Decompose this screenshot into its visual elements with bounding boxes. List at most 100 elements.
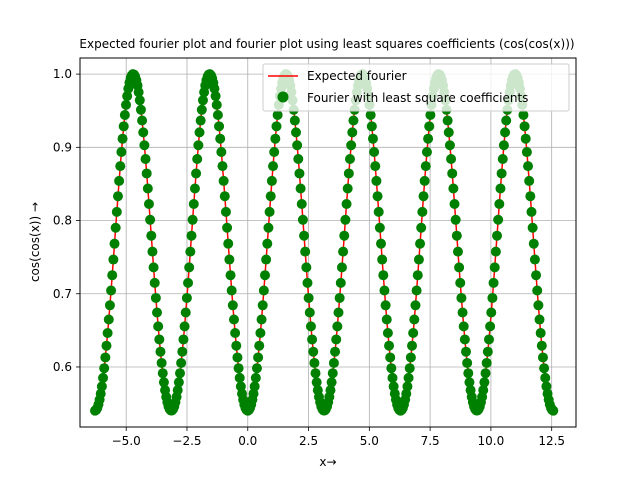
series-point-least-squares xyxy=(183,277,194,288)
series-point-least-squares xyxy=(452,246,463,257)
series-point-least-squares xyxy=(449,199,460,210)
series-point-least-squares xyxy=(325,385,336,396)
series-point-least-squares xyxy=(343,168,354,179)
series-point-least-squares xyxy=(487,292,498,303)
series-point-least-squares xyxy=(178,334,189,345)
series-point-least-squares xyxy=(521,147,532,158)
series-point-least-squares xyxy=(197,95,208,106)
series-point-least-squares xyxy=(102,328,113,339)
series-point-least-squares xyxy=(442,115,453,126)
series-point-least-squares xyxy=(254,340,265,351)
series-point-least-squares xyxy=(116,147,127,158)
series-point-least-squares xyxy=(268,161,279,172)
series-point-least-squares xyxy=(189,183,200,194)
series-point-least-squares xyxy=(139,140,150,151)
series-point-least-squares xyxy=(385,352,396,363)
series-point-least-squares xyxy=(110,222,121,233)
series-point-least-squares xyxy=(301,262,312,273)
series-point-least-squares xyxy=(367,133,378,144)
x-tick-label: 0.0 xyxy=(238,434,257,448)
series-point-least-squares xyxy=(179,321,190,332)
series-point-least-squares xyxy=(411,285,422,296)
series-point-least-squares xyxy=(424,121,435,132)
series-point-least-squares xyxy=(456,292,467,303)
series-point-least-squares xyxy=(108,254,119,265)
x-tick-label: 2.5 xyxy=(299,434,318,448)
series-point-least-squares xyxy=(533,300,544,311)
series-point-least-squares xyxy=(376,238,387,249)
series-point-least-squares xyxy=(331,334,342,345)
series-point-least-squares xyxy=(107,270,118,281)
series-point-least-squares xyxy=(135,104,146,115)
series-point-least-squares xyxy=(180,307,191,318)
y-tick-label: 0.7 xyxy=(53,287,72,301)
series-point-least-squares xyxy=(265,191,276,202)
series-point-least-squares xyxy=(149,277,160,288)
legend-entry-expected: Expected fourier xyxy=(307,69,407,83)
series-point-least-squares xyxy=(172,385,183,396)
series-point-least-squares xyxy=(186,230,197,241)
series-point-least-squares xyxy=(407,340,418,351)
series-point-least-squares xyxy=(347,127,358,138)
series-point-least-squares xyxy=(416,222,427,233)
series-point-least-squares xyxy=(226,285,237,296)
series-point-least-squares xyxy=(215,133,226,144)
series-point-least-squares xyxy=(373,206,384,217)
series-point-least-squares xyxy=(532,285,543,296)
legend-entry-least-squares: Fourier with least square coefficients xyxy=(307,91,528,105)
series-point-least-squares xyxy=(211,99,222,110)
series-point-least-squares xyxy=(224,254,235,265)
series-point-least-squares xyxy=(519,121,530,132)
series-point-least-squares xyxy=(227,300,238,311)
series-point-least-squares xyxy=(100,352,111,363)
series-point-least-squares xyxy=(222,222,233,233)
series-point-least-squares xyxy=(307,334,318,345)
series-point-least-squares xyxy=(297,214,308,225)
series-point-least-squares xyxy=(451,230,462,241)
series-point-least-squares xyxy=(409,314,420,325)
series-point-least-squares xyxy=(311,377,322,388)
series-point-least-squares xyxy=(255,328,266,339)
series-point-least-squares xyxy=(488,277,499,288)
series-point-least-squares xyxy=(386,363,397,374)
series-point-least-squares xyxy=(156,357,167,368)
series-point-least-squares xyxy=(150,292,161,303)
series-point-least-squares xyxy=(292,140,303,151)
series-point-least-squares xyxy=(443,127,454,138)
series-point-least-squares xyxy=(464,377,475,388)
series-point-least-squares xyxy=(415,238,426,249)
series-point-least-squares xyxy=(185,246,196,257)
series-point-least-squares xyxy=(308,346,319,357)
series-point-least-squares xyxy=(528,238,539,249)
series-point-least-squares xyxy=(304,307,315,318)
series-point-least-squares xyxy=(115,161,126,172)
y-axis: 0.6 0.7 0.8 0.9 1.0 xyxy=(53,67,80,374)
series-point-least-squares xyxy=(480,368,491,379)
series-point-least-squares xyxy=(195,115,206,126)
series-point-least-squares xyxy=(209,83,220,94)
series-point-least-squares xyxy=(112,191,123,202)
y-axis-label: cos(cos(x)) → xyxy=(28,202,42,282)
series-point-least-squares xyxy=(328,357,339,368)
series-point-least-squares xyxy=(374,222,385,233)
series-point-least-squares xyxy=(293,153,304,164)
series-point-least-squares xyxy=(419,175,430,186)
series-point-least-squares xyxy=(177,346,188,357)
series-point-least-squares xyxy=(380,300,391,311)
series-point-least-squares xyxy=(334,292,345,303)
series-point-least-squares xyxy=(523,161,534,172)
series-point-least-squares xyxy=(134,95,145,106)
series-point-least-squares xyxy=(457,307,468,318)
series-point-least-squares xyxy=(379,285,390,296)
series-point-least-squares xyxy=(463,368,474,379)
series-point-least-squares xyxy=(272,110,283,121)
series-point-least-squares xyxy=(327,368,338,379)
series-point-least-squares xyxy=(210,91,221,102)
series-point-least-squares xyxy=(232,352,243,363)
series-point-least-squares xyxy=(154,334,165,345)
series-point-least-squares xyxy=(257,300,268,311)
series-point-least-squares xyxy=(490,246,501,257)
series-point-least-squares xyxy=(335,277,346,288)
series-point-least-squares xyxy=(157,368,168,379)
